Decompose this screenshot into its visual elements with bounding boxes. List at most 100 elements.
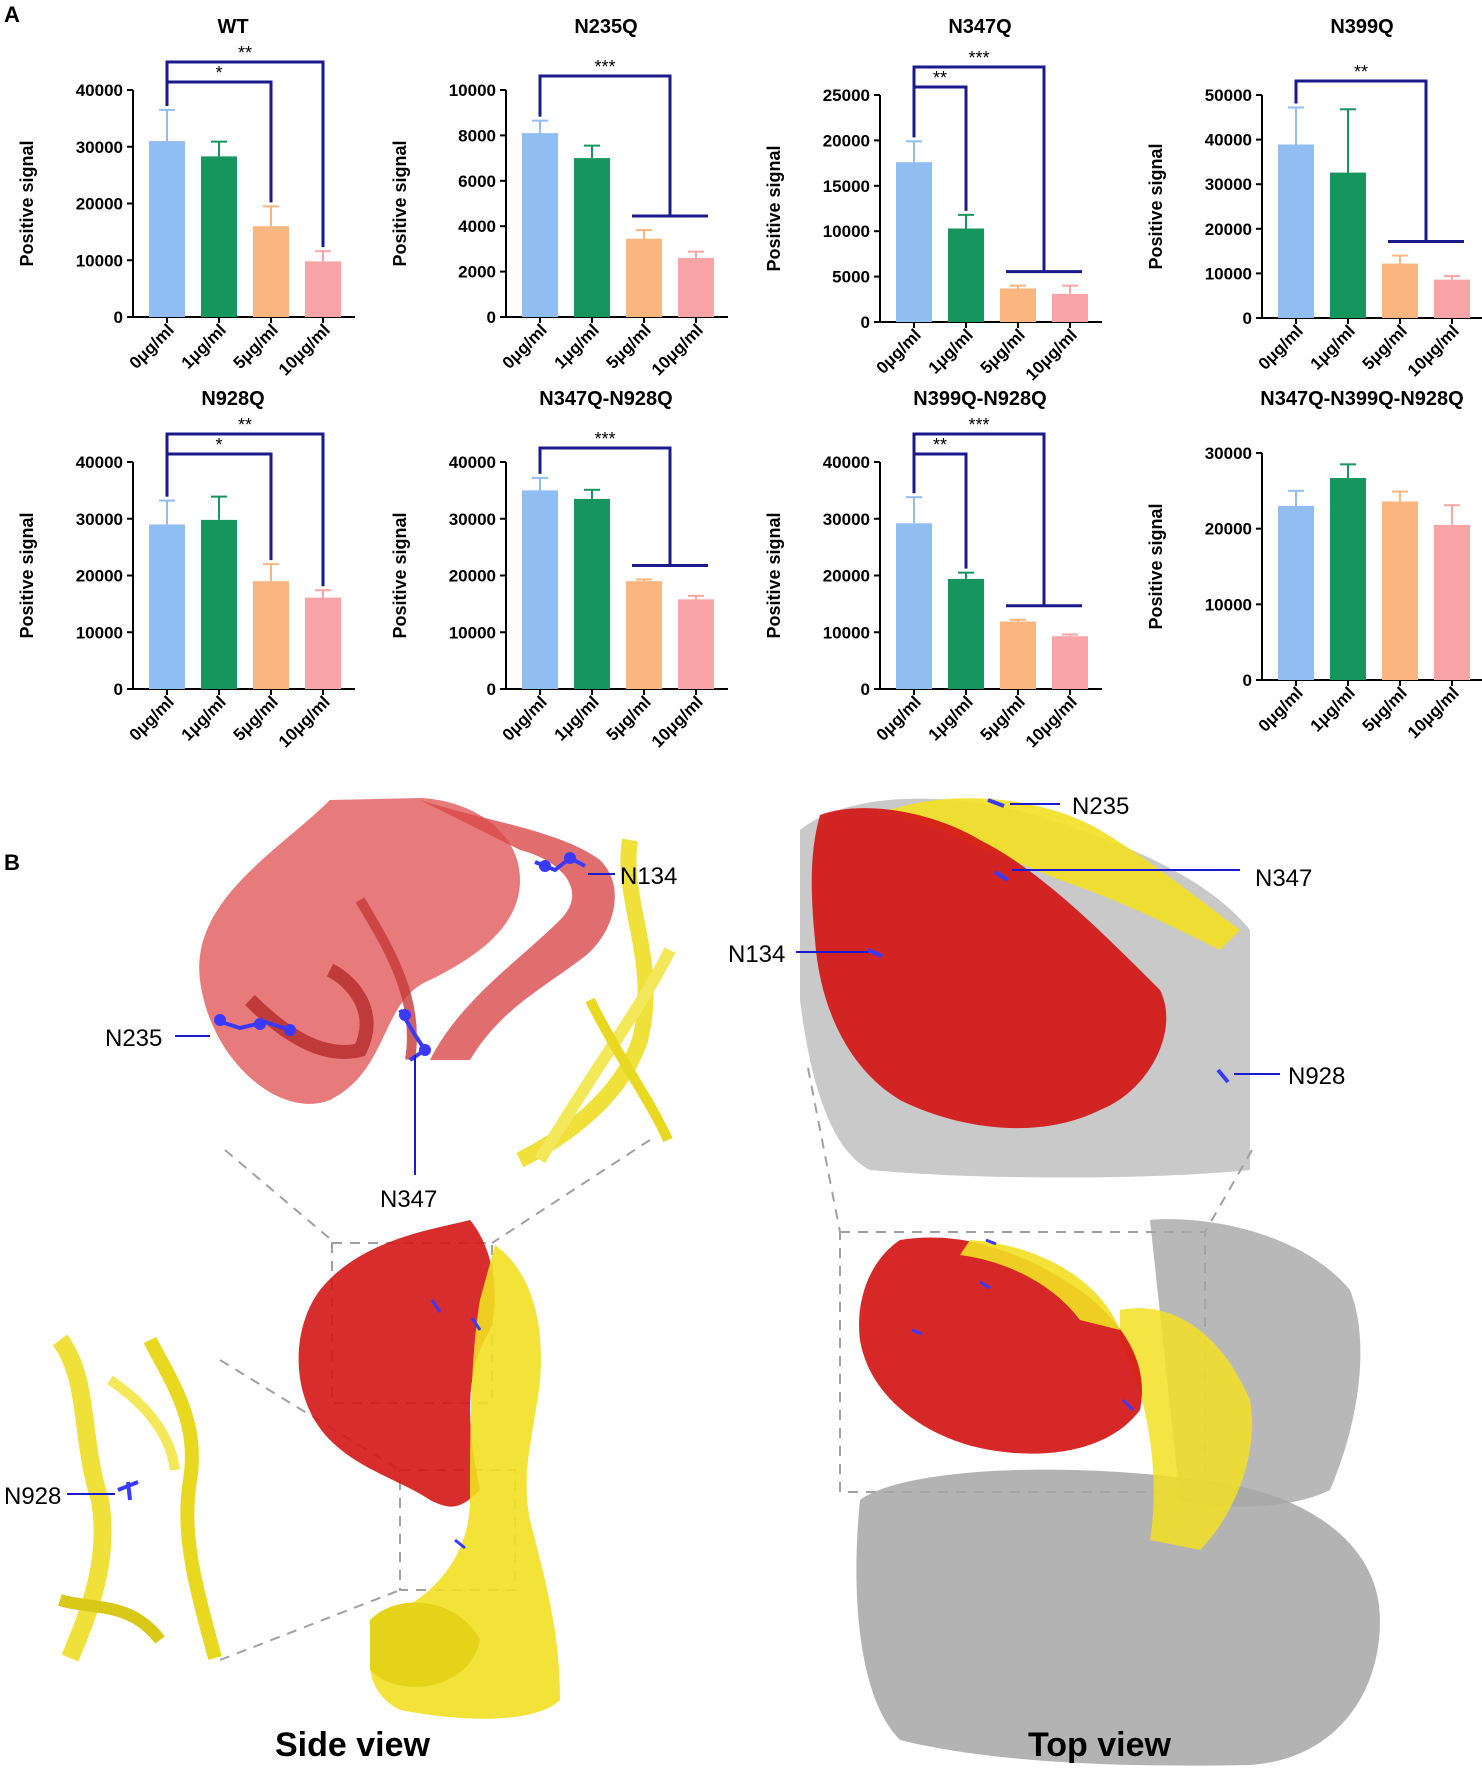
bar — [305, 261, 341, 317]
significance-label: * — [215, 435, 222, 455]
bar — [522, 490, 558, 689]
top-zoom-label-n235: N235 — [1072, 793, 1129, 820]
bar — [1330, 172, 1366, 318]
x-tick-label: 0μg/ml — [126, 692, 178, 744]
significance-label: *** — [968, 415, 989, 435]
significance-bracket — [912, 432, 1082, 608]
chart-title: N399Q — [1330, 16, 1393, 38]
x-tick-label: 1μg/ml — [925, 325, 977, 377]
side-zoom-image — [165, 798, 676, 1168]
y-tick-label: 0 — [487, 680, 496, 699]
significance-label: ** — [933, 435, 947, 455]
bar — [1278, 505, 1314, 680]
y-tick-label: 20000 — [449, 567, 496, 586]
y-tick-label: 20000 — [823, 567, 870, 586]
bar — [1000, 288, 1036, 322]
y-tick-label: 30000 — [1205, 175, 1252, 194]
y-axis-label: Positive signal — [764, 512, 784, 638]
bar — [1434, 279, 1470, 318]
y-tick-label: 50000 — [1205, 86, 1252, 105]
chart-0: WT 0 10000 20000 30000 40000 Positive signal 0μ… — [17, 16, 355, 379]
y-tick-label: 40000 — [1205, 131, 1252, 150]
side-protein-image — [298, 1220, 560, 1719]
significance-label: ** — [933, 68, 947, 88]
x-tick-label: 1μg/ml — [551, 320, 603, 372]
x-tick-label: 10μg/ml — [1022, 325, 1081, 384]
bar — [253, 226, 289, 317]
x-tick-label: 0μg/ml — [1255, 321, 1307, 373]
x-tick-label: 5μg/ml — [603, 320, 655, 372]
significance-bracket — [912, 65, 1082, 274]
significance-label: *** — [594, 57, 615, 77]
bar — [948, 578, 984, 689]
y-axis-label: Positive signal — [17, 512, 37, 638]
x-tick-label: 10μg/ml — [1022, 692, 1081, 751]
y-tick-label: 10000 — [823, 222, 870, 241]
y-tick-label: 0 — [487, 308, 496, 327]
y-tick-label: 8000 — [458, 126, 496, 145]
side-view-label: Side view — [275, 1726, 431, 1764]
side-inset-label-n928: N928 — [4, 1483, 61, 1510]
chart-5: N347Q-N928Q 0 10000 20000 30000 40000 Positive… — [390, 388, 728, 751]
bar — [574, 498, 610, 689]
y-tick-label: 10000 — [76, 623, 123, 642]
side-zoom-label-n134: N134 — [620, 863, 677, 890]
side-inset-image — [50, 1334, 222, 1662]
x-tick-label: 0μg/ml — [873, 325, 925, 377]
x-tick-label: 5μg/ml — [977, 692, 1029, 744]
bar — [896, 162, 932, 322]
y-axis-label: Positive signal — [17, 140, 37, 266]
significance-label: ** — [238, 415, 252, 435]
chart-2: N347Q 0 5000 10000 15000 20000 25000 Positive s… — [764, 16, 1102, 384]
bar — [948, 228, 984, 322]
bar — [1382, 501, 1418, 680]
bar — [149, 141, 185, 317]
x-tick-label: 0μg/ml — [873, 692, 925, 744]
x-tick-label: 1μg/ml — [551, 692, 603, 744]
y-tick-label: 40000 — [76, 453, 123, 472]
chart-1: N235Q 0 2000 4000 6000 8000 10000 Positive sign… — [390, 16, 728, 379]
bar — [626, 581, 662, 689]
significance-label: *** — [594, 429, 615, 449]
chart-title: N928Q — [201, 388, 264, 410]
significance-bracket — [1294, 79, 1464, 244]
bar — [1052, 293, 1088, 322]
x-tick-label: 10μg/ml — [1404, 683, 1463, 742]
bar — [1434, 524, 1470, 680]
top-zoom-leaders — [796, 803, 1280, 1075]
side-zoom-label-n235: N235 — [105, 1025, 162, 1052]
x-tick-label: 10μg/ml — [1404, 321, 1463, 380]
bar — [1000, 621, 1036, 689]
chart-title: N235Q — [574, 16, 637, 38]
y-tick-label: 5000 — [832, 268, 870, 287]
y-tick-label: 30000 — [449, 510, 496, 529]
y-tick-label: 2000 — [458, 263, 496, 282]
x-tick-label: 5μg/ml — [230, 320, 282, 372]
x-tick-label: 5μg/ml — [603, 692, 655, 744]
x-tick-label: 5μg/ml — [230, 692, 282, 744]
bar — [522, 133, 558, 317]
bar — [253, 581, 289, 689]
top-view: N235 N347 N134 N928 Top view — [728, 793, 1380, 1766]
chart-7: N347Q-N399Q-N928Q 0 10000 20000 30000 Positiv… — [1146, 388, 1482, 742]
top-zoom-label-n928: N928 — [1288, 1063, 1345, 1090]
significance-label: ** — [238, 43, 252, 63]
y-tick-label: 40000 — [449, 453, 496, 472]
y-axis-label: Positive signal — [1146, 143, 1166, 269]
y-tick-label: 6000 — [458, 172, 496, 191]
bar — [1330, 477, 1366, 680]
y-tick-label: 30000 — [823, 510, 870, 529]
y-tick-label: 0 — [1243, 309, 1252, 328]
y-tick-label: 20000 — [76, 195, 123, 214]
x-tick-label: 10μg/ml — [275, 320, 334, 379]
chart-3: N399Q 0 10000 20000 30000 40000 50000 Positive … — [1146, 16, 1482, 380]
y-tick-label: 20000 — [1205, 520, 1252, 539]
y-tick-label: 40000 — [823, 453, 870, 472]
side-view: N134 N235 N347 — [4, 798, 677, 1764]
x-tick-label: 0μg/ml — [1255, 683, 1307, 735]
y-tick-label: 4000 — [458, 217, 496, 236]
y-tick-label: 0 — [861, 313, 870, 332]
y-tick-label: 20000 — [1205, 220, 1252, 239]
x-tick-label: 5μg/ml — [1359, 321, 1411, 373]
side-zoom-label-n347: N347 — [380, 1186, 437, 1213]
